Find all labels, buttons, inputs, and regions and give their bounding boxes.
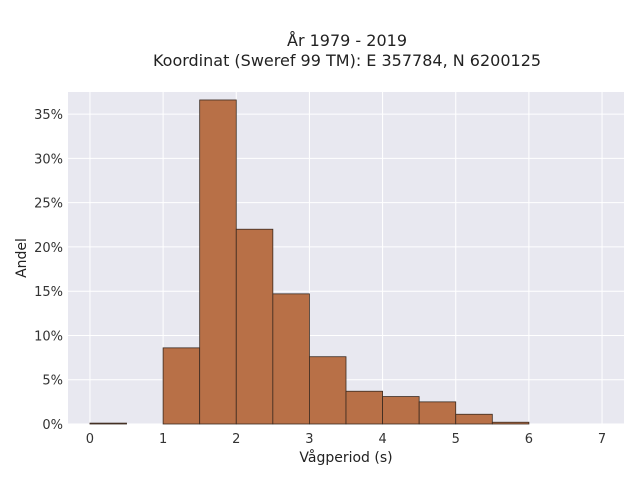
x-tick-label: 0 xyxy=(86,432,94,447)
y-tick-label: 0% xyxy=(42,418,63,433)
x-axis-label: Vågperiod (s) xyxy=(299,449,392,466)
histogram-bar xyxy=(199,99,237,425)
histogram-bar xyxy=(89,422,127,425)
x-tick-label: 1 xyxy=(159,432,167,447)
y-tick-label: 10% xyxy=(34,329,63,344)
y-tick-label: 5% xyxy=(42,374,63,389)
y-tick-label: 20% xyxy=(34,241,63,256)
x-tick-label: 4 xyxy=(378,432,386,447)
histogram-bar xyxy=(345,390,383,425)
y-tick-labels: 0% 5% 10% 15% 20% 25% 30% 35% xyxy=(34,108,63,433)
x-tick-label: 3 xyxy=(305,432,313,447)
y-axis-label: Andel xyxy=(14,238,30,278)
chart-title: År 1979 - 2019 xyxy=(287,31,407,50)
y-tick-label: 25% xyxy=(34,197,63,212)
bars xyxy=(89,99,530,425)
x-tick-labels: 0 1 2 3 4 5 6 7 xyxy=(86,432,606,447)
histogram-bar xyxy=(309,356,347,425)
x-tick-label: 6 xyxy=(525,432,533,447)
y-tick-label: 15% xyxy=(34,285,63,300)
histogram-bar xyxy=(491,421,530,425)
x-tick-label: 5 xyxy=(452,432,460,447)
x-tick-label: 2 xyxy=(232,432,240,447)
histogram-bar xyxy=(235,228,274,425)
chart-subtitle: Koordinat (Sweref 99 TM): E 357784, N 62… xyxy=(153,51,541,70)
histogram-bar xyxy=(382,396,420,425)
histogram-bar xyxy=(162,347,201,425)
y-tick-label: 35% xyxy=(34,108,63,123)
histogram-bar xyxy=(418,401,457,425)
histogram-bar xyxy=(455,413,493,425)
y-tick-label: 30% xyxy=(34,152,63,167)
x-tick-label: 7 xyxy=(598,432,606,447)
histogram-bar xyxy=(272,293,310,425)
